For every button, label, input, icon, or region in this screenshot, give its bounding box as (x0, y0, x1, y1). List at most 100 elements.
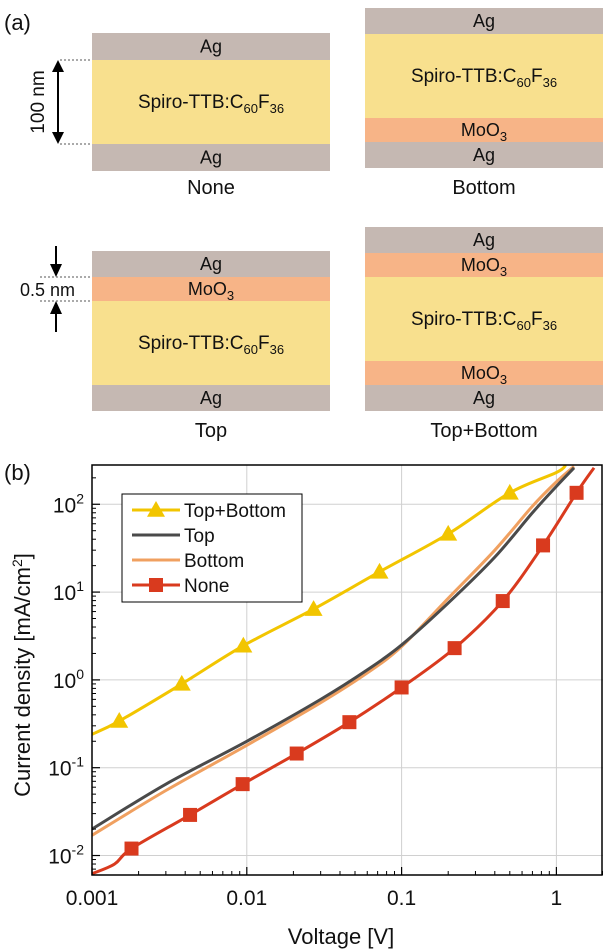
y-tick-label: 10-1 (48, 754, 84, 781)
layer-label: Spiro-TTB:C60F36 (411, 66, 557, 90)
y-tick-label: 10-2 (48, 842, 84, 869)
panel-a-label: (a) (4, 10, 31, 35)
layer-label: Ag (473, 11, 495, 31)
legend-label: None (184, 576, 229, 597)
chart-ticks: 0.001 0.01 0.1 1 10-2 10-1 100 101 102 (48, 477, 603, 910)
legend-label: Top (184, 526, 215, 547)
thickness-100nm-label: 100 nm (28, 70, 49, 133)
x-tick-label: 0.001 (66, 887, 119, 910)
data-point (569, 485, 584, 500)
y-tick-label: 100 (53, 666, 84, 693)
layer-ag (92, 385, 330, 411)
legend-entry: Top (132, 526, 215, 547)
layer-ag (365, 8, 603, 34)
data-point (110, 712, 129, 728)
stack-caption: Bottom (452, 177, 515, 199)
data-point (304, 600, 323, 616)
layer-label: MoO3 (461, 120, 507, 144)
legend-entry: Top+Bottom (132, 501, 286, 522)
thickness-annotation-05nm: 0.5 nm (20, 246, 92, 332)
data-point (235, 777, 250, 792)
x-tick-label: 0.1 (387, 887, 416, 910)
data-point (536, 538, 551, 553)
layer-moo3 (365, 118, 603, 142)
layer-label: MoO3 (461, 363, 507, 387)
data-point (394, 680, 409, 695)
layer-label: Ag (200, 254, 222, 274)
layer-label: Ag (200, 148, 222, 168)
legend-marker (149, 578, 163, 592)
panel-b-chart: (b) 0.001 0.01 0.1 1 10-2 10-1 100 101 102 Top+B… (4, 460, 603, 949)
stack-none: Ag Spiro-TTB:C60F36 Ag None (92, 33, 330, 199)
arrow-down-icon (50, 264, 62, 277)
layer-spiro (92, 301, 330, 385)
arrow-down-icon (52, 132, 64, 144)
layer-spiro (365, 277, 603, 361)
layer-label: MoO3 (188, 279, 234, 303)
chart-series (92, 465, 596, 875)
layer-ag (92, 144, 330, 171)
layer-label: Spiro-TTB:C60F36 (411, 309, 557, 333)
layer-ag (365, 385, 603, 411)
layer-label: Ag (473, 388, 495, 408)
layer-label: Ag (200, 388, 222, 408)
stack-caption: None (187, 177, 235, 199)
thickness-annotation-100nm: 100 nm (28, 59, 92, 145)
layer-ag (365, 227, 603, 253)
layer-spiro (365, 34, 603, 118)
layer-ag (92, 251, 330, 277)
y-axis-label-end: ] (10, 553, 35, 559)
legend-label: Top+Bottom (184, 501, 286, 522)
legend-label: Bottom (184, 551, 244, 572)
legend-entry: None (132, 576, 229, 597)
layer-moo3 (92, 277, 330, 301)
panel-a-schematic: (a) Ag Spiro-TTB:C60F36 Ag None Ag Spiro-TTB:… (4, 8, 603, 442)
data-point (289, 746, 304, 761)
layer-label: MoO3 (461, 255, 507, 279)
arrow-up-icon (50, 301, 62, 314)
device-stacks: Ag Spiro-TTB:C60F36 Ag None Ag Spiro-TTB:C60F… (92, 8, 603, 442)
data-point (495, 594, 510, 609)
y-tick-label: 101 (53, 578, 84, 605)
series-line (92, 465, 567, 736)
data-point (183, 807, 198, 822)
layer-label: Ag (473, 145, 495, 165)
data-point (342, 715, 357, 730)
x-tick-label: 1 (551, 887, 563, 910)
legend-marker (147, 501, 165, 517)
data-point (447, 641, 462, 656)
data-point (439, 524, 458, 541)
layer-label: Spiro-TTB:C60F36 (138, 333, 284, 357)
layer-moo3 (365, 361, 603, 385)
layer-moo3 (365, 253, 603, 277)
series-line (92, 465, 576, 837)
layer-label: Spiro-TTB:C60F36 (138, 92, 284, 116)
x-axis-label: Voltage [V] (288, 924, 394, 949)
layer-label: Ag (200, 37, 222, 57)
data-point (234, 636, 253, 653)
thickness-05nm-label: 0.5 nm (20, 280, 75, 300)
stack-caption: Top (195, 420, 227, 442)
y-axis-label: Current density [mA/cm2] (9, 553, 35, 797)
layer-ag (92, 33, 330, 60)
layer-label: Ag (473, 230, 495, 250)
y-axis-label-sup: 2 (9, 559, 25, 567)
series-none (92, 466, 596, 875)
layer-ag (365, 142, 603, 168)
x-tick-label: 0.01 (226, 887, 267, 910)
stack-caption: Top+Bottom (430, 420, 537, 442)
stack-top: Ag MoO3 Spiro-TTB:C60F36 Ag Top (92, 251, 330, 442)
y-tick-label: 102 (53, 490, 84, 517)
data-point (370, 562, 389, 579)
series-top (92, 466, 576, 831)
series-bottom (92, 465, 576, 837)
legend-entry: Bottom (132, 551, 244, 572)
data-point (172, 674, 191, 691)
plot-frame (91, 464, 603, 876)
series-top-bottom (92, 465, 567, 736)
data-point (124, 841, 139, 856)
arrow-up-icon (52, 60, 64, 72)
chart-legend: Top+Bottom Top Bottom None (121, 493, 303, 603)
